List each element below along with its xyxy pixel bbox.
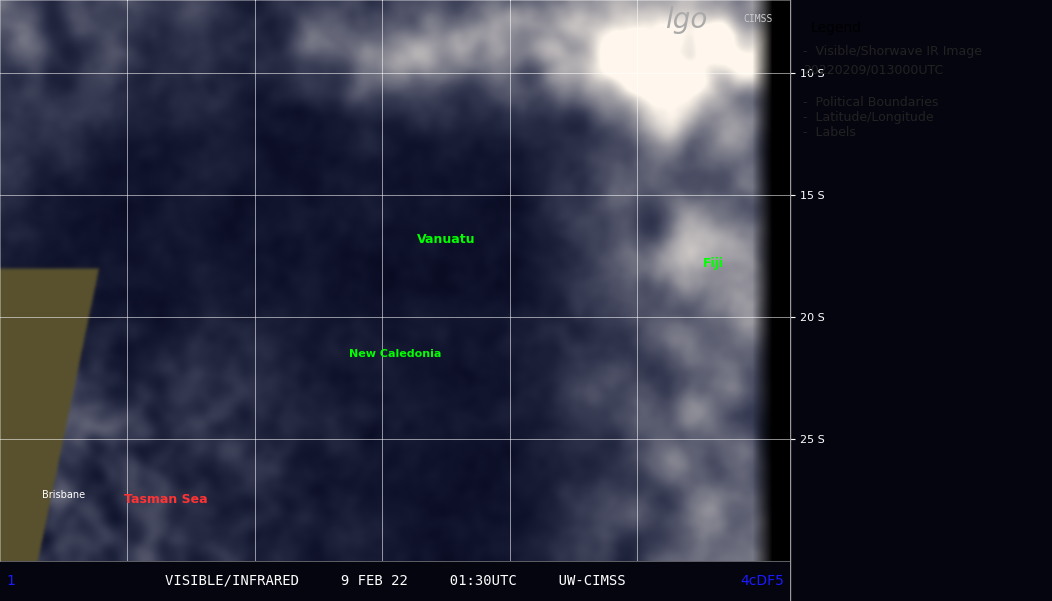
Text: Legend: Legend	[811, 21, 862, 35]
Text: 20220209/013000UTC: 20220209/013000UTC	[803, 63, 944, 76]
Text: -  Latitude/Longitude: - Latitude/Longitude	[803, 111, 934, 124]
Text: 4cDF5: 4cDF5	[740, 574, 784, 588]
Text: 1: 1	[6, 574, 15, 588]
Text: lgo: lgo	[665, 5, 707, 34]
Text: -  Visible/Shorwave IR Image: - Visible/Shorwave IR Image	[803, 45, 983, 58]
Text: Vanuatu: Vanuatu	[417, 233, 476, 246]
Text: Tasman Sea: Tasman Sea	[124, 493, 207, 507]
Text: -  Political Boundaries: - Political Boundaries	[803, 96, 938, 109]
Text: Fiji: Fiji	[703, 257, 724, 270]
Text: New Caledonia: New Caledonia	[349, 349, 441, 359]
Text: Brisbane: Brisbane	[42, 490, 85, 500]
Text: VISIBLE/INFRARED     9 FEB 22     01:30UTC     UW-CIMSS: VISIBLE/INFRARED 9 FEB 22 01:30UTC UW-CI…	[165, 574, 625, 588]
Text: CIMSS: CIMSS	[744, 14, 772, 24]
Text: -  Labels: - Labels	[803, 126, 856, 139]
